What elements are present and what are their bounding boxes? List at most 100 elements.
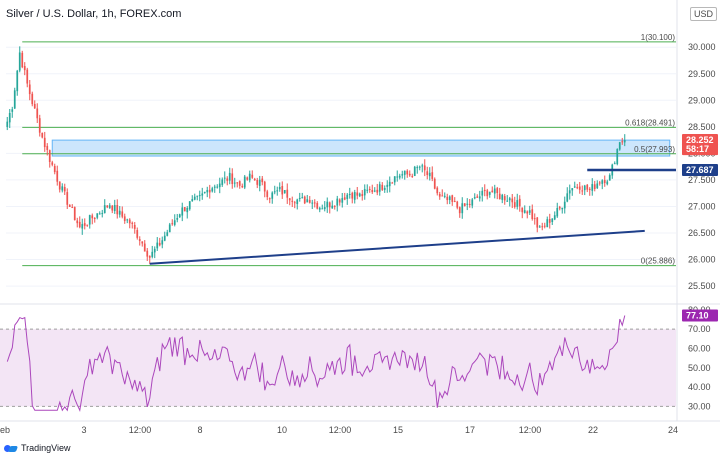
candle-body [463,203,466,206]
time-tick-label: 22 [588,425,598,435]
candle-body [11,109,14,112]
candle-body [393,176,396,183]
candle-body [523,210,526,213]
candle-body [71,207,74,209]
price-tick-label: 26.500 [688,228,716,238]
price-tag-bg [682,163,718,176]
candle-body [521,207,524,213]
candle-body [263,181,266,192]
candle-body [331,205,334,209]
time-tick-label: eb [0,425,10,435]
candle-body [56,170,59,182]
candle-body [496,188,499,194]
candle-body [251,174,254,178]
candle-body [601,180,604,184]
candle-body [336,198,339,206]
candle-body [46,145,49,150]
fib-level-label: 0.618(28.491) [625,118,675,127]
price-tick-label: 25.500 [688,281,716,291]
candle-body [333,205,336,207]
candle-body [591,184,594,191]
candle-body [378,184,381,192]
candle-body [583,185,586,191]
fibonacci-levels[interactable]: 1(30.100) 0.618(28.491) 0.5(27.993) 0(25.88… [22,33,676,267]
candle-body [63,187,66,192]
candle-body [561,207,564,210]
candle-body [31,93,34,105]
candle-body [48,150,51,162]
candle-body [126,219,129,221]
candle-body [163,235,166,241]
candle-body [8,112,11,123]
candle-body [276,190,279,192]
candle-body [466,203,469,205]
candle-body [581,190,584,192]
candle-body [211,188,214,192]
candles [6,46,626,264]
candle-body [551,218,554,223]
candle-body [573,186,576,188]
candle-body [203,191,206,193]
candle-body [358,193,361,197]
candle-body [416,167,419,169]
candle-body [36,108,39,119]
candle-body [528,210,531,213]
candle-body [286,189,289,198]
candle-body [548,219,551,223]
candle-body [296,199,299,205]
candle-body [603,180,606,184]
candle-body [76,220,79,224]
price-tick-label: 26.000 [688,255,716,265]
candle-body [353,192,356,200]
resistance-zone[interactable] [51,139,671,157]
candle-body [141,241,144,244]
candle-body [383,188,386,190]
fib-level-label: 1(30.100) [641,33,676,42]
candle-body [131,222,134,224]
currency-button[interactable]: USD [690,7,718,21]
candle-body [233,182,236,184]
candle-body [83,223,86,226]
candle-body [323,207,326,210]
candle-body [343,197,346,200]
candle-body [293,202,296,204]
drawings[interactable] [149,168,676,265]
candle-body [426,171,429,176]
candle-body [608,175,611,181]
candle-body [453,200,456,202]
candle-body [421,165,424,167]
candle-body [223,177,226,179]
tradingview-icon [4,444,18,453]
candle-body [108,205,111,209]
candle-body [433,178,436,189]
rsi-line [6,315,626,412]
candle-body [501,194,504,200]
candle-body [361,194,364,197]
candle-body [531,209,534,219]
candle-body [196,195,199,197]
candle-body [516,200,519,207]
price-tag-label: 28.252 [686,135,714,145]
candle-body [431,172,434,179]
brand-label: TradingView [21,443,71,453]
time-tick-label: 12:00 [129,425,152,435]
candle-body [181,207,184,216]
candle-body [456,201,459,208]
candle-body [153,248,156,253]
candle-body [21,52,24,68]
candle-body [326,201,329,208]
candle-body [518,198,521,207]
candle-body [148,255,151,258]
candle-body [188,201,191,210]
candle-body [248,173,251,181]
candle-body [58,181,61,190]
rsi-tick-label: 60.00 [688,343,711,353]
candle-body [376,189,379,193]
candle-body [468,203,471,205]
candle-body [311,202,314,204]
rsi-tick-label: 50.00 [688,363,711,373]
price-tick-label: 28.500 [688,122,716,132]
price-tag-label: 58:17 [686,144,709,154]
